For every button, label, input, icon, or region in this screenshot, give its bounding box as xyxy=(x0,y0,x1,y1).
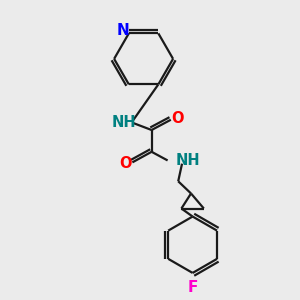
Text: NH: NH xyxy=(112,116,137,130)
Text: O: O xyxy=(119,157,132,172)
Text: N: N xyxy=(117,23,130,38)
Text: F: F xyxy=(188,280,198,295)
Text: O: O xyxy=(172,111,184,126)
Text: NH: NH xyxy=(176,153,200,168)
